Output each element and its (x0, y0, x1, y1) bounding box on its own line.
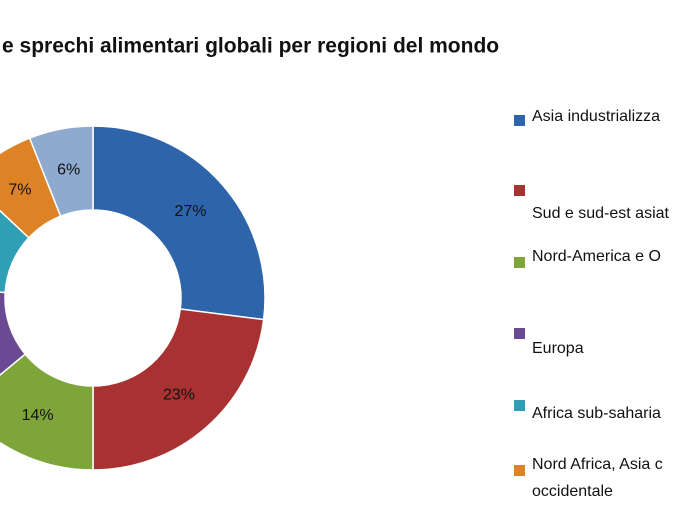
data-label: 23% (163, 387, 195, 404)
data-label: 6% (57, 162, 80, 179)
data-label: 27% (174, 203, 206, 220)
legend-line: occidentale (532, 483, 613, 500)
legend-label: Sud e sud-est asiat (532, 205, 670, 222)
legend-swatch (514, 400, 525, 411)
legend-line: Nord Africa, Asia c (532, 456, 663, 473)
legend-label: Nord-America e O (532, 248, 661, 265)
data-label: 7% (8, 182, 31, 199)
chart-title: e sprechi alimentari globali per regioni… (2, 35, 499, 58)
legend-swatch (514, 328, 525, 339)
donut-segment (0, 353, 94, 471)
donut-segment (0, 291, 27, 376)
legend-label: Africa sub-saharia (532, 405, 661, 422)
donut-segment (92, 125, 266, 321)
donut-segment (28, 125, 94, 218)
legend-label: Nord Africa, Asia c occidentale (532, 456, 663, 500)
legend-label: Asia industrializza (532, 108, 660, 125)
legend-swatch (514, 257, 525, 268)
legend-swatch (514, 115, 525, 126)
data-label: 14% (22, 407, 54, 424)
legend-label: Europa (532, 340, 584, 357)
legend-swatch (514, 465, 525, 476)
legend-swatch (514, 185, 525, 196)
donut-segment (92, 308, 265, 471)
